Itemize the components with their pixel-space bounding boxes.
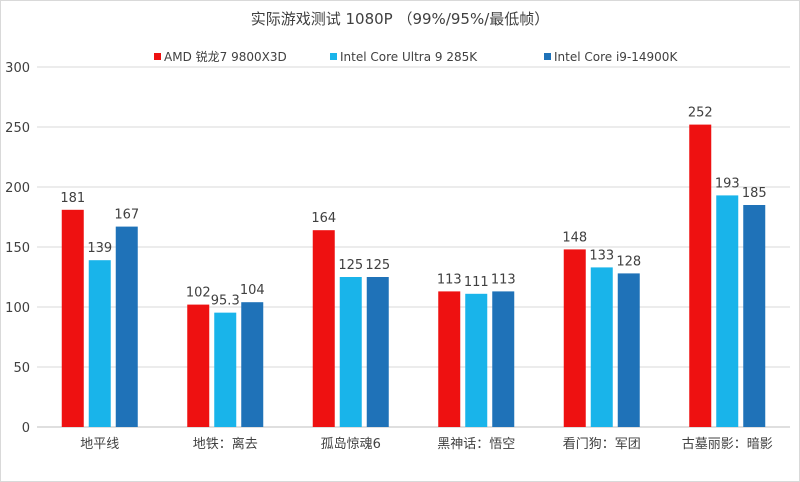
y-tick-label: 200 — [5, 181, 30, 196]
bar — [339, 277, 362, 427]
bar — [366, 277, 389, 427]
bar — [312, 230, 335, 427]
bar — [743, 205, 766, 427]
bar — [590, 267, 613, 427]
bar — [492, 291, 515, 427]
data-label: 125 — [365, 258, 390, 273]
chart-title: 实际游戏测试 1080P （99%/95%/最低帧） — [251, 10, 550, 28]
data-label: 133 — [589, 248, 614, 263]
x-tick-label: 孤岛惊魂6 — [321, 436, 381, 452]
y-tick-label: 300 — [5, 61, 30, 76]
legend-swatch — [330, 53, 337, 60]
bar — [187, 304, 210, 427]
bar — [716, 195, 739, 427]
bar — [61, 209, 84, 427]
x-tick-label: 黑神话：悟空 — [437, 437, 515, 452]
legend-swatch — [544, 53, 551, 60]
data-label: 111 — [464, 275, 489, 290]
data-label: 185 — [742, 186, 767, 201]
data-label: 113 — [437, 272, 462, 287]
gridlines — [37, 66, 790, 428]
data-label: 164 — [311, 211, 336, 226]
y-tick-label: 0 — [22, 421, 30, 436]
bar — [689, 124, 712, 427]
bar — [115, 226, 138, 427]
data-label: 125 — [338, 258, 363, 273]
data-label: 102 — [186, 286, 211, 301]
legend: AMD 锐龙7 9800X3D Intel Core Ultra 9 285K In… — [154, 50, 678, 64]
bar — [88, 260, 111, 427]
data-label: 148 — [562, 230, 587, 245]
bar — [563, 249, 586, 427]
data-label: 252 — [688, 106, 713, 121]
data-label: 104 — [240, 283, 265, 298]
bar — [438, 291, 461, 427]
y-axis: 0 50 100 150 200 250 300 — [5, 61, 30, 436]
data-label: 113 — [491, 272, 516, 287]
y-tick-label: 100 — [5, 301, 30, 316]
legend-label: Intel Core i9-14900K — [554, 50, 678, 64]
bar — [465, 293, 488, 427]
bar — [214, 312, 237, 427]
data-label: 95.3 — [211, 294, 240, 309]
legend-label: AMD 锐龙7 9800X3D — [164, 50, 287, 64]
x-tick-label: 古墓丽影：暗影 — [682, 437, 773, 452]
y-tick-label: 150 — [5, 241, 30, 256]
bar — [241, 302, 264, 427]
legend-label: Intel Core Ultra 9 285K — [340, 50, 478, 64]
x-tick-label: 地平线 — [80, 437, 119, 452]
y-tick-label: 250 — [5, 121, 30, 136]
x-axis: 地平线 地铁：离去 孤岛惊魂6 黑神话：悟空 看门狗：军团 古墓丽影：暗影 — [80, 436, 773, 452]
data-label: 139 — [87, 241, 112, 256]
x-tick-label: 地铁：离去 — [193, 436, 258, 452]
x-tick-label: 看门狗：军团 — [563, 436, 641, 452]
data-label: 193 — [715, 176, 740, 191]
data-label: 181 — [60, 191, 85, 206]
bar — [617, 273, 640, 427]
y-tick-label: 50 — [13, 361, 30, 376]
data-label: 128 — [616, 254, 641, 269]
legend-swatch — [154, 53, 161, 60]
data-label: 167 — [114, 208, 139, 223]
